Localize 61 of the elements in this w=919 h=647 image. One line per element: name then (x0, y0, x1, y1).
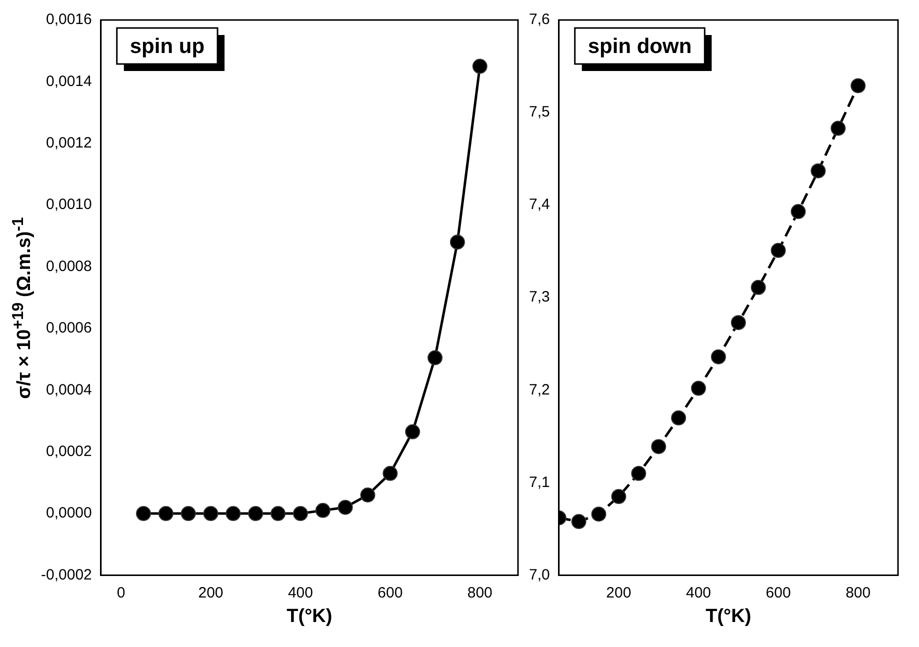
point (136, 506, 151, 522)
y-tick-label: 7,6 (528, 11, 550, 28)
point (450, 234, 465, 250)
x-tick-label: 400 (288, 584, 313, 602)
x-tick-label: 0 (116, 584, 126, 602)
x-tick-label: 800 (467, 584, 492, 602)
x-tick-label: 600 (378, 584, 403, 602)
point (382, 466, 398, 481)
point (850, 78, 866, 94)
point (631, 466, 646, 481)
point (830, 120, 846, 136)
point (691, 380, 706, 396)
x-tick-label: 400 (686, 584, 712, 602)
annotation: spin down (588, 34, 692, 58)
point (428, 350, 443, 366)
y-tick-label: 7,0 (528, 566, 550, 584)
y-tick-label: 0,0000 (46, 504, 92, 522)
point (360, 488, 376, 503)
point (730, 315, 746, 330)
point (338, 500, 353, 515)
point (651, 439, 666, 454)
point (591, 506, 606, 522)
point (810, 163, 826, 178)
x-axis-title: T(°K) (706, 606, 752, 627)
point (790, 204, 806, 220)
x-tick-label: 200 (606, 584, 632, 602)
x-tick-label: 800 (846, 584, 871, 602)
point (292, 506, 308, 522)
point (571, 514, 586, 530)
point (270, 506, 286, 522)
y-tick-label: 7,4 (528, 196, 550, 214)
x-tick-label: 600 (766, 584, 791, 602)
point (203, 506, 218, 522)
point (770, 242, 786, 258)
x-axis-title: T(°K) (286, 606, 332, 627)
point (315, 502, 330, 518)
x-tick-label: 200 (198, 584, 224, 602)
y-tick-label: 7,2 (528, 381, 550, 398)
y-tick-label: 0,0010 (46, 196, 92, 214)
y-tick-label: 0,0016 (46, 11, 92, 28)
point (611, 489, 626, 504)
point (472, 58, 488, 74)
point (405, 424, 420, 440)
y-tick-label: 0,0006 (46, 320, 92, 337)
y-tick-label: -0,0002 (41, 566, 92, 584)
y-tick-label: 7,3 (528, 288, 550, 306)
y-tick-label: 7,5 (528, 104, 550, 121)
point (710, 349, 726, 364)
y-tick-label: 0,0004 (46, 381, 92, 398)
annotation: spin up (130, 34, 205, 58)
y-tick-label: 0,0014 (46, 72, 92, 90)
point (750, 280, 766, 295)
y-tick-label: 7,1 (528, 474, 550, 491)
point (671, 410, 686, 426)
point (180, 506, 196, 522)
point (158, 506, 174, 522)
point (248, 506, 264, 522)
point (226, 506, 241, 522)
y-tick-label: 0,0008 (46, 258, 92, 275)
y-tick-label: 0,0002 (46, 442, 92, 460)
y-tick-label: 0,0012 (46, 134, 92, 152)
